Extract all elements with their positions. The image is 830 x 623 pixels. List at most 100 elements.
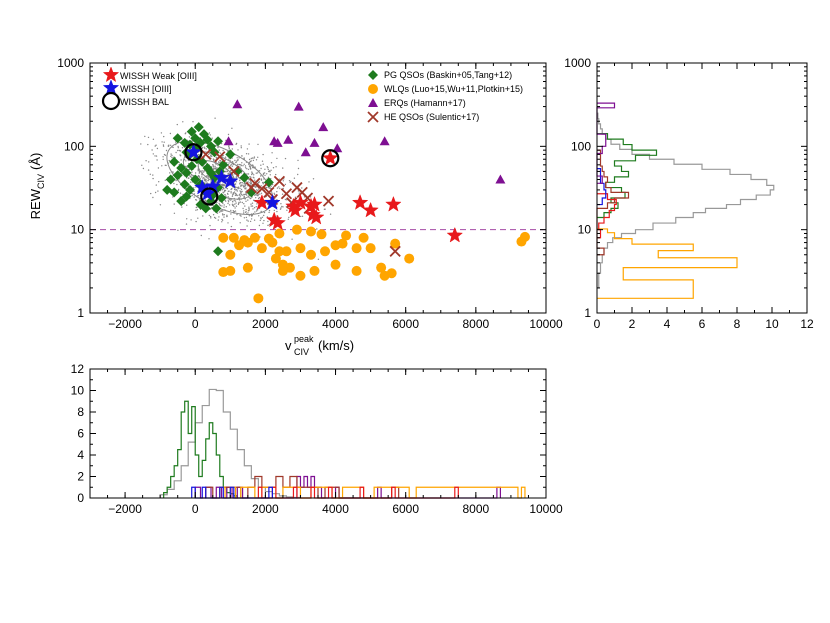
background-point	[282, 180, 284, 182]
background-point	[255, 159, 258, 161]
background-point	[258, 181, 261, 183]
background-point	[220, 142, 223, 145]
background-point	[254, 211, 256, 213]
background-point	[246, 148, 249, 150]
rew-hist-pg-qsos	[597, 133, 658, 219]
wlqs-luo-15-wu-11-plotkin-15-point	[234, 240, 245, 251]
background-point	[271, 152, 273, 154]
background-point	[260, 164, 262, 166]
background-point	[228, 147, 230, 149]
background-point	[155, 144, 157, 146]
background-point	[215, 163, 217, 165]
background-point	[270, 162, 273, 164]
pg-qsos-baskin-05-tang-12-point	[181, 191, 192, 202]
x-tick-label: 0	[594, 317, 601, 331]
background-point	[152, 196, 154, 199]
erqs-hamann-17-point	[223, 136, 234, 146]
wlqs-luo-15-wu-11-plotkin-15-point	[281, 246, 292, 257]
background-point	[147, 169, 150, 171]
background-point	[161, 165, 163, 167]
x-tick-label: 0	[192, 317, 199, 331]
wissh-weak-oiii-point	[385, 195, 402, 212]
background-point	[267, 168, 269, 171]
legend-label-wissh-bal: WISSH BAL	[120, 97, 169, 107]
background-point	[268, 170, 271, 172]
background-point	[256, 189, 258, 191]
y-tick-label: 0	[77, 491, 84, 505]
background-point	[259, 219, 261, 222]
background-point	[257, 190, 259, 192]
background-point	[250, 157, 252, 160]
background-point	[207, 180, 209, 182]
background-point	[217, 146, 219, 149]
background-point	[241, 182, 243, 184]
background-point	[188, 177, 190, 179]
background-point	[182, 121, 184, 123]
he-qsos-sulentic-17-point-stroke-b	[273, 175, 286, 187]
pg-qsos-baskin-05-tang-12-point	[200, 203, 211, 214]
background-point	[172, 146, 174, 149]
background-point	[290, 180, 292, 183]
background-point	[249, 176, 251, 178]
background-point	[167, 145, 170, 147]
background-point	[258, 215, 260, 217]
background-point	[246, 194, 248, 196]
background-point	[218, 161, 220, 163]
pg-qsos-baskin-05-tang-12-point	[197, 156, 208, 167]
background-point	[252, 166, 254, 169]
background-point	[218, 211, 221, 213]
background-point	[270, 185, 272, 187]
bottom-histogram-panel: −2000 0 2000 4000 6000 8000 10000 0 2 4 6 8 10 12	[71, 362, 563, 516]
background-point	[230, 163, 232, 166]
background-point	[253, 174, 255, 176]
background-point	[157, 167, 160, 169]
background-point	[282, 206, 284, 208]
background-point	[230, 165, 232, 167]
y-tick-label: 10	[578, 223, 592, 237]
background-point	[232, 210, 234, 212]
background-point	[235, 161, 237, 164]
background-point	[257, 143, 259, 146]
background-point	[173, 182, 175, 185]
background-point	[250, 168, 252, 170]
background-point	[239, 193, 241, 195]
background-point	[224, 199, 226, 201]
background-point	[239, 182, 241, 185]
wlqs-luo-15-wu-11-plotkin-15-point	[305, 249, 316, 260]
y-tick-label: 100	[571, 139, 591, 153]
x-tick-label: 0	[192, 502, 199, 516]
x-tick-label: 2	[629, 317, 636, 331]
background-point	[263, 219, 265, 222]
background-point	[247, 181, 249, 183]
legend-circle-black	[101, 91, 121, 111]
background-point	[301, 187, 303, 189]
background-point	[240, 194, 243, 196]
wlqs-luo-15-wu-11-plotkin-15-point	[295, 243, 306, 254]
background-point	[186, 218, 188, 220]
pg-qsos-baskin-05-tang-12-point	[179, 179, 190, 190]
background-point	[269, 174, 271, 176]
he-qsos-sulentic-17-point-stroke-b	[263, 186, 275, 199]
background-point	[202, 146, 204, 148]
background-point	[191, 171, 193, 173]
background-point	[244, 165, 247, 167]
legend-marker-erqs	[368, 98, 378, 107]
wissh-weak-oiii-point	[446, 226, 464, 243]
background-point	[152, 174, 154, 176]
background-point	[263, 214, 265, 217]
background-point	[254, 194, 256, 197]
background-point	[230, 209, 232, 212]
background-point	[298, 192, 300, 194]
background-point	[252, 159, 255, 162]
background-point	[198, 172, 200, 174]
background-point	[317, 258, 320, 260]
background-point	[191, 175, 193, 177]
background-point	[236, 187, 238, 189]
background-point	[172, 196, 174, 198]
background-point	[251, 173, 253, 176]
pg-qsos-baskin-05-tang-12-point	[216, 192, 227, 203]
background-point	[232, 218, 235, 220]
velocity-hist-sdss-distribution	[159, 388, 302, 499]
background-point	[231, 200, 234, 203]
background-point	[237, 163, 239, 166]
